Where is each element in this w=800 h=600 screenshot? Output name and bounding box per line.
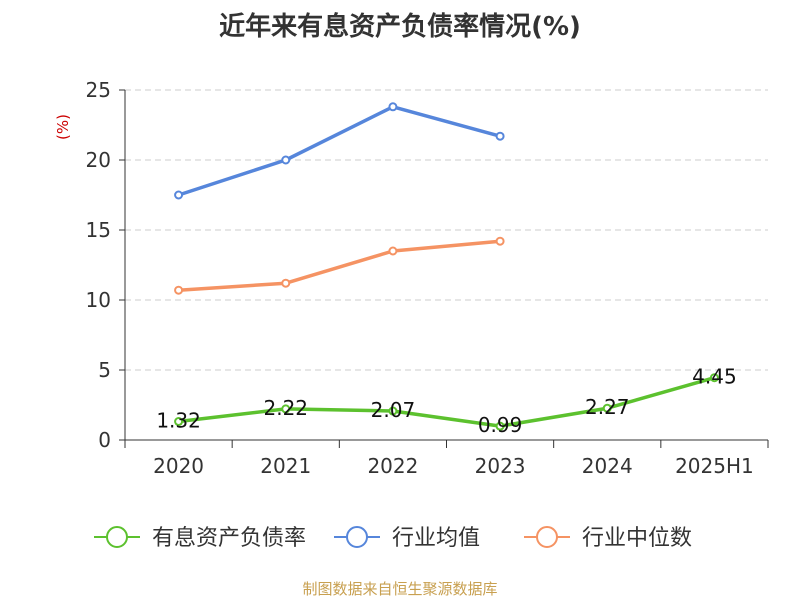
y-tick-label: 15 (86, 218, 111, 242)
series-2 (174, 236, 505, 295)
series-1-point-0[interactable] (174, 190, 184, 200)
series-lines (174, 102, 719, 431)
data-labels: 1.32 2.22 2.07 0.99 2.27 4.45 (156, 365, 736, 437)
x-tick-label-2022: 2022 (367, 454, 418, 478)
x-tick-label-2023: 2023 (475, 454, 526, 478)
x-tick-label-2025H1: 2025H1 (675, 454, 754, 478)
y-axis-label: (%) (54, 114, 72, 140)
series-1-point-3[interactable] (495, 131, 505, 141)
series-2-point-0[interactable] (174, 285, 184, 295)
series-1 (174, 102, 505, 200)
series-line-2 (178, 239, 501, 292)
series-1-point-2[interactable] (388, 102, 398, 112)
legend-item-0[interactable]: 有息资产负债率 (94, 526, 306, 551)
legend-label: 行业均值 (392, 526, 480, 551)
y-tick-label: 25 (86, 78, 111, 102)
y-tick-label: 10 (86, 288, 111, 312)
data-label-0: 1.32 (156, 409, 201, 433)
series-0-point-2[interactable] (388, 406, 398, 416)
series-2-point-2[interactable] (388, 246, 398, 256)
series-1-point-1[interactable] (281, 155, 291, 165)
chart-title: 近年来有息资产负债率情况(%) (219, 12, 581, 42)
source-note: 制图数据来自恒生聚源数据库 (302, 580, 498, 598)
series-0-point-5[interactable] (709, 373, 719, 383)
legend-item-1[interactable]: 行业均值 (334, 526, 480, 551)
legend-swatch-marker (346, 526, 368, 548)
series-0-point-0[interactable] (174, 417, 184, 427)
series-line-0 (178, 376, 715, 428)
data-label-5: 4.45 (692, 365, 737, 389)
x-tick-label-2021: 2021 (260, 454, 311, 478)
y-tick-label: 0 (98, 428, 111, 452)
y-tick-label: 20 (86, 148, 111, 172)
data-label-1: 2.22 (263, 396, 308, 420)
data-label-2: 2.07 (371, 398, 416, 422)
data-label-3: 0.99 (478, 413, 523, 437)
data-label-4: 2.27 (585, 395, 630, 419)
series-0 (174, 373, 719, 431)
series-0-point-4[interactable] (602, 403, 612, 413)
series-0-point-1[interactable] (281, 404, 291, 414)
legend-swatch-marker (106, 526, 128, 548)
legend[interactable]: 有息资产负债率 行业均值 行业中位数 (94, 526, 692, 551)
y-tick-label: 5 (98, 358, 111, 382)
series-0-point-3[interactable] (495, 421, 505, 431)
x-tick-label-2024: 2024 (582, 454, 633, 478)
legend-label: 有息资产负债率 (152, 526, 306, 551)
legend-label: 行业中位数 (582, 526, 692, 551)
grid-lines (125, 89, 768, 371)
series-2-point-1[interactable] (281, 278, 291, 288)
axes: 0 5 10 15 20 25 (%) 2020 2021 2022 2023 2024 2025H1 (54, 78, 769, 478)
legend-item-2[interactable]: 行业中位数 (524, 526, 692, 551)
legend-swatch-marker (536, 526, 558, 548)
series-2-point-3[interactable] (495, 236, 505, 246)
x-tick-label-2020: 2020 (153, 454, 204, 478)
series-line-1 (178, 105, 501, 197)
